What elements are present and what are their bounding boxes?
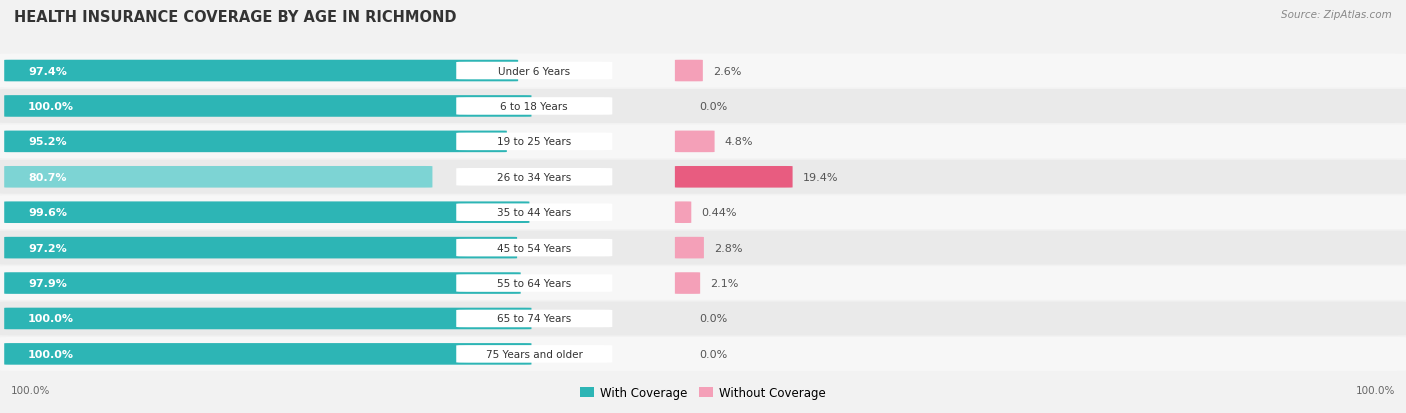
Text: 19 to 25 Years: 19 to 25 Years — [498, 137, 571, 147]
Text: 65 to 74 Years: 65 to 74 Years — [498, 314, 571, 324]
Text: 100.0%: 100.0% — [11, 385, 51, 395]
FancyBboxPatch shape — [4, 308, 531, 330]
FancyBboxPatch shape — [0, 90, 1406, 123]
Text: 99.6%: 99.6% — [28, 208, 67, 218]
FancyBboxPatch shape — [4, 166, 433, 188]
FancyBboxPatch shape — [4, 96, 531, 117]
Text: HEALTH INSURANCE COVERAGE BY AGE IN RICHMOND: HEALTH INSURANCE COVERAGE BY AGE IN RICH… — [14, 10, 457, 25]
FancyBboxPatch shape — [4, 61, 519, 82]
FancyBboxPatch shape — [675, 61, 703, 82]
Text: 100.0%: 100.0% — [28, 102, 75, 112]
FancyBboxPatch shape — [0, 302, 1406, 336]
FancyBboxPatch shape — [675, 202, 692, 223]
Text: 2.1%: 2.1% — [710, 278, 738, 288]
Text: 100.0%: 100.0% — [1355, 385, 1395, 395]
FancyBboxPatch shape — [4, 237, 517, 259]
Text: 2.8%: 2.8% — [714, 243, 742, 253]
Text: 35 to 44 Years: 35 to 44 Years — [498, 208, 571, 218]
Text: 45 to 54 Years: 45 to 54 Years — [498, 243, 571, 253]
FancyBboxPatch shape — [0, 196, 1406, 230]
FancyBboxPatch shape — [456, 275, 613, 292]
Text: 55 to 64 Years: 55 to 64 Years — [498, 278, 571, 288]
Text: 0.0%: 0.0% — [699, 102, 727, 112]
FancyBboxPatch shape — [0, 231, 1406, 265]
FancyBboxPatch shape — [456, 169, 613, 186]
FancyBboxPatch shape — [456, 63, 613, 80]
Text: 26 to 34 Years: 26 to 34 Years — [498, 172, 571, 183]
FancyBboxPatch shape — [456, 345, 613, 363]
Text: 97.9%: 97.9% — [28, 278, 67, 288]
FancyBboxPatch shape — [456, 204, 613, 221]
FancyBboxPatch shape — [456, 133, 613, 151]
Text: 0.0%: 0.0% — [699, 314, 727, 324]
FancyBboxPatch shape — [456, 98, 613, 116]
Text: 75 Years and older: 75 Years and older — [486, 349, 582, 359]
FancyBboxPatch shape — [456, 310, 613, 328]
Text: 0.44%: 0.44% — [702, 208, 737, 218]
Text: 19.4%: 19.4% — [803, 172, 838, 183]
FancyBboxPatch shape — [456, 239, 613, 257]
FancyBboxPatch shape — [0, 266, 1406, 300]
Text: 4.8%: 4.8% — [724, 137, 754, 147]
FancyBboxPatch shape — [0, 337, 1406, 371]
FancyBboxPatch shape — [0, 125, 1406, 159]
Text: Source: ZipAtlas.com: Source: ZipAtlas.com — [1281, 10, 1392, 20]
Text: 97.4%: 97.4% — [28, 66, 67, 76]
FancyBboxPatch shape — [675, 273, 700, 294]
Text: Under 6 Years: Under 6 Years — [498, 66, 571, 76]
Text: 0.0%: 0.0% — [699, 349, 727, 359]
FancyBboxPatch shape — [0, 161, 1406, 194]
FancyBboxPatch shape — [4, 273, 520, 294]
Text: 100.0%: 100.0% — [28, 314, 75, 324]
FancyBboxPatch shape — [0, 55, 1406, 88]
FancyBboxPatch shape — [675, 131, 714, 153]
Text: 95.2%: 95.2% — [28, 137, 66, 147]
Text: 100.0%: 100.0% — [28, 349, 75, 359]
FancyBboxPatch shape — [4, 202, 530, 223]
Text: 97.2%: 97.2% — [28, 243, 67, 253]
Text: 6 to 18 Years: 6 to 18 Years — [501, 102, 568, 112]
Text: 2.6%: 2.6% — [713, 66, 741, 76]
Legend: With Coverage, Without Coverage: With Coverage, Without Coverage — [575, 381, 831, 404]
FancyBboxPatch shape — [4, 131, 506, 153]
FancyBboxPatch shape — [675, 166, 793, 188]
FancyBboxPatch shape — [675, 237, 704, 259]
Text: 80.7%: 80.7% — [28, 172, 66, 183]
FancyBboxPatch shape — [4, 343, 531, 365]
